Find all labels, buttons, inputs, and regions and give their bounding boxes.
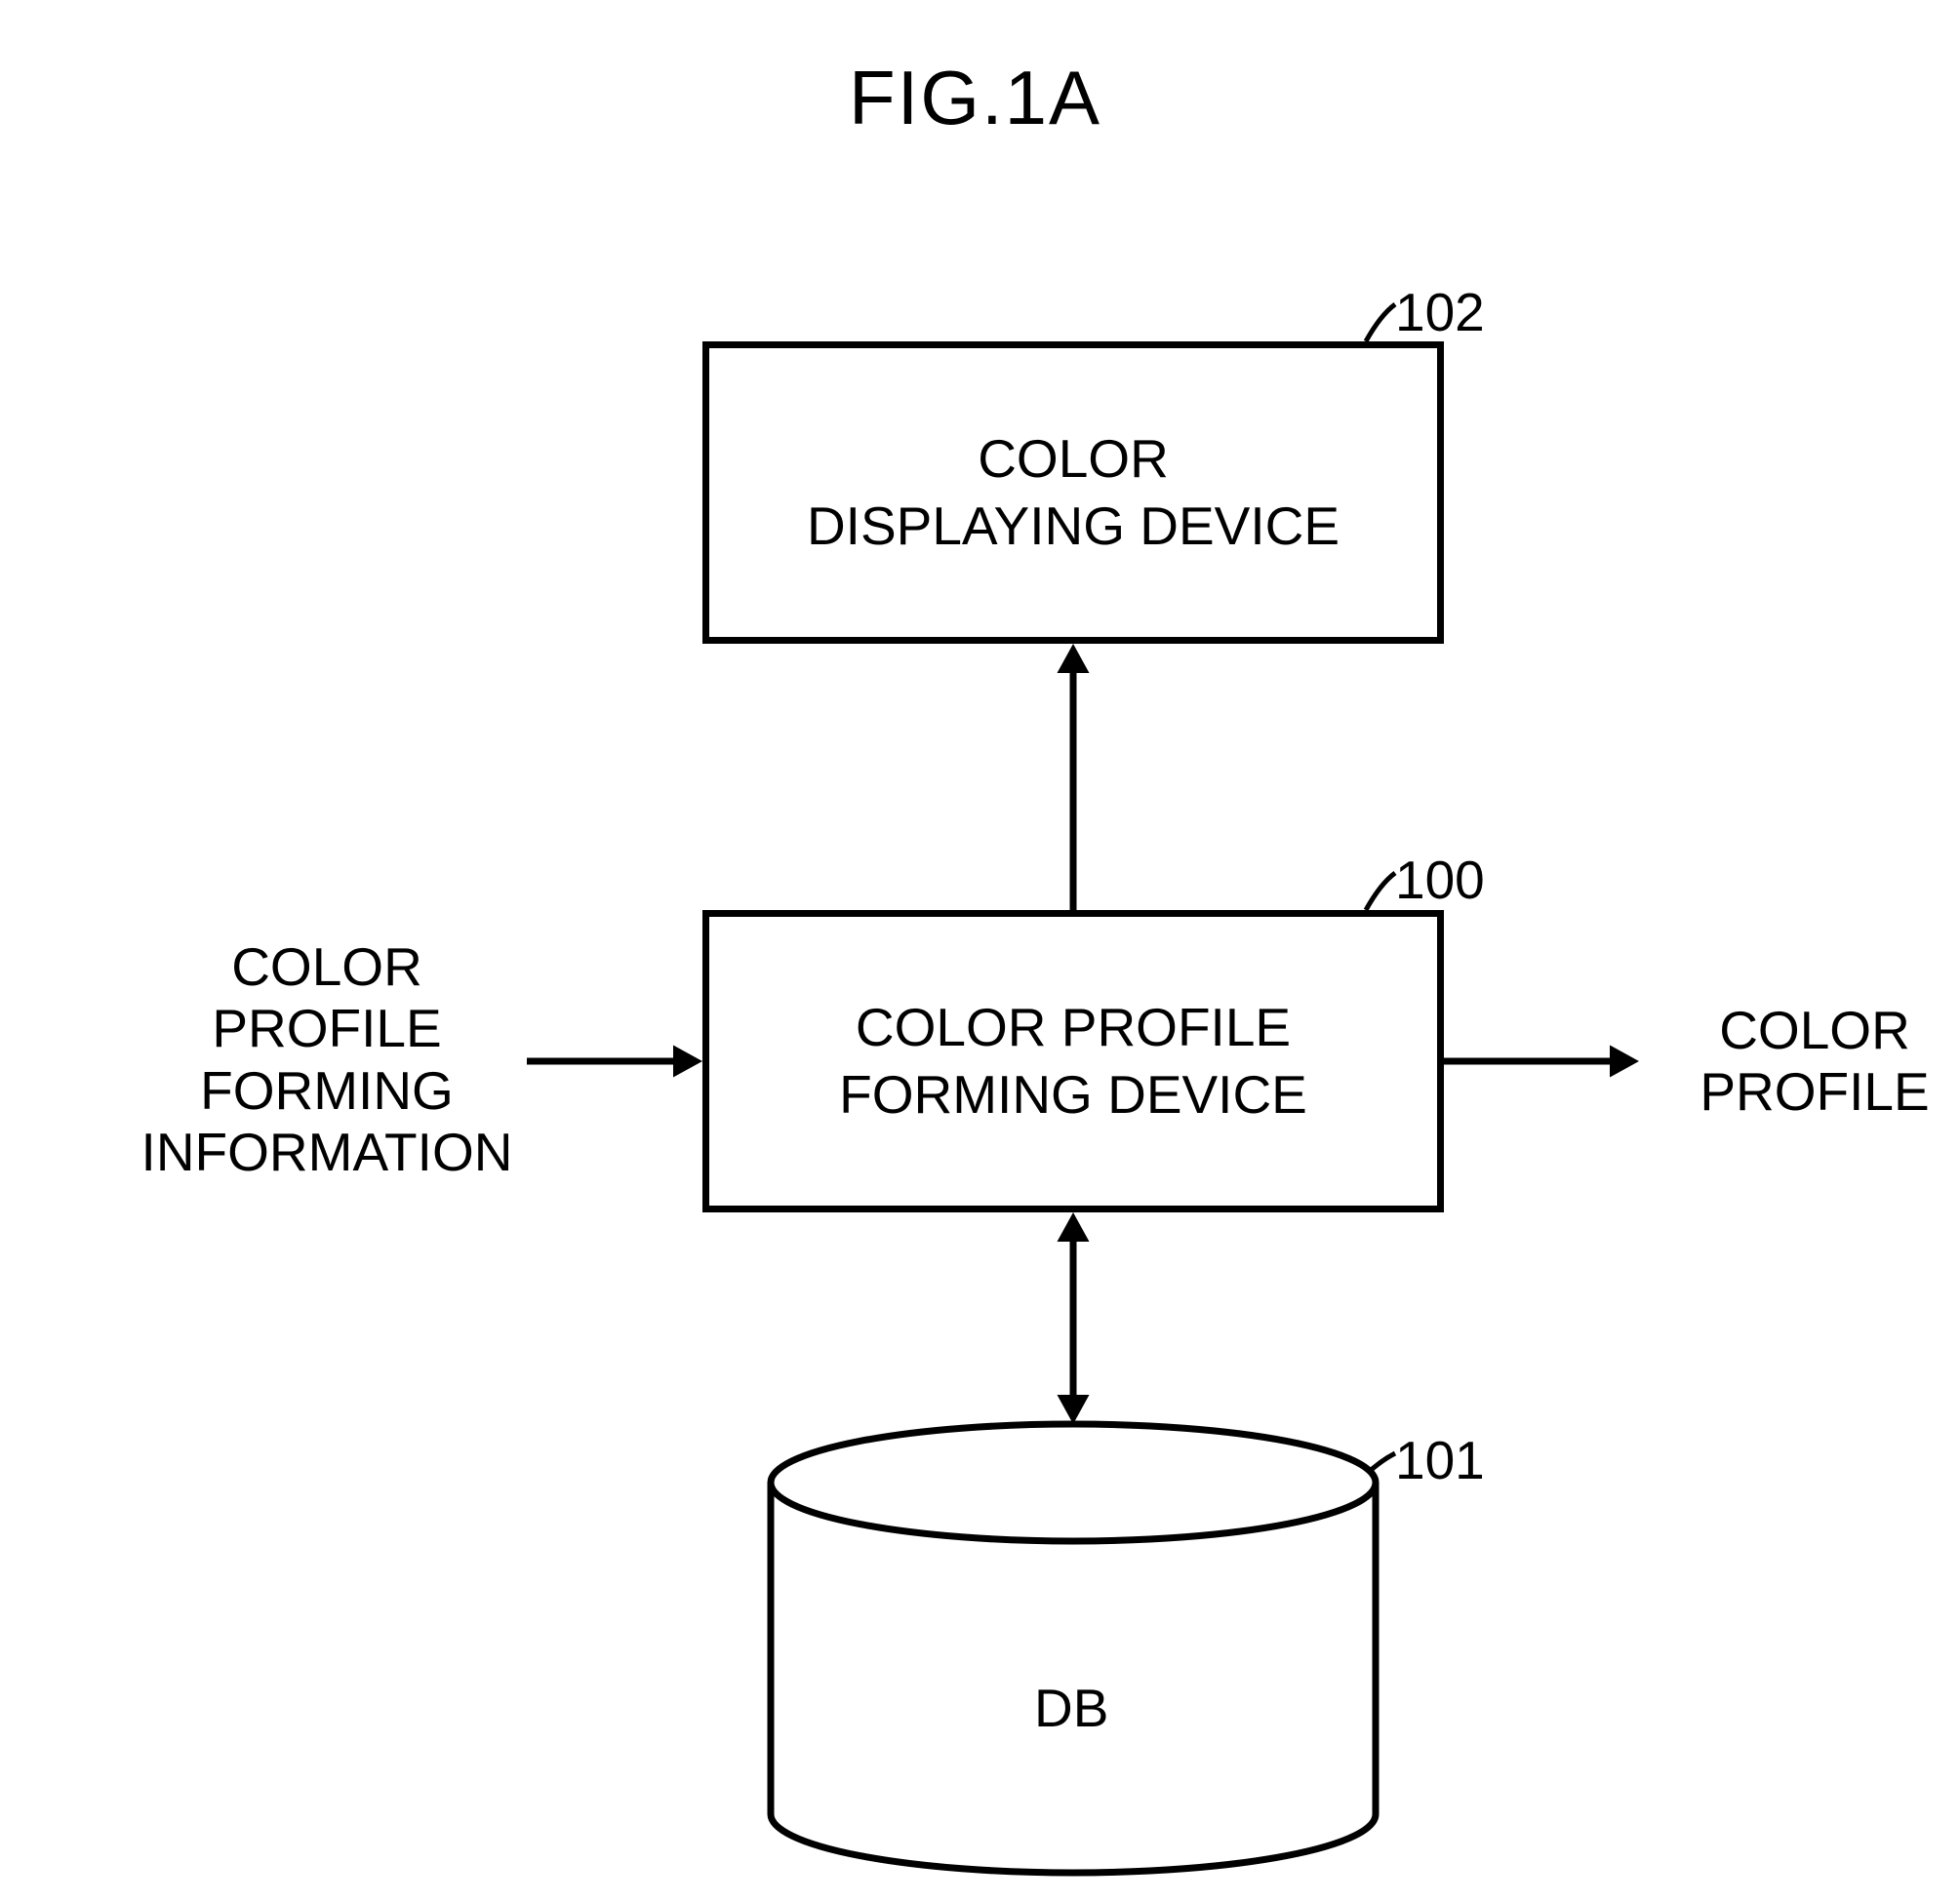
input-label: COLORPROFILEFORMINGINFORMATION <box>98 936 556 1183</box>
ref-forming: 100 <box>1395 849 1485 911</box>
node-forming-label: COLOR PROFILEFORMING DEVICE <box>839 994 1307 1129</box>
node-display: COLORDISPLAYING DEVICE <box>702 341 1444 644</box>
figure-canvas: FIG.1A COLORDISPLAYING DEVICE 102 COLOR … <box>0 0 1960 1902</box>
ref-display: 102 <box>1395 281 1485 343</box>
node-db-label: DB <box>1034 1678 1108 1739</box>
node-forming: COLOR PROFILEFORMING DEVICE <box>702 910 1444 1212</box>
node-display-label: COLORDISPLAYING DEVICE <box>807 425 1340 560</box>
figure-title: FIG.1A <box>849 54 1101 142</box>
ref-db: 101 <box>1395 1429 1485 1491</box>
output-label: COLORPROFILE <box>1659 1000 1960 1124</box>
